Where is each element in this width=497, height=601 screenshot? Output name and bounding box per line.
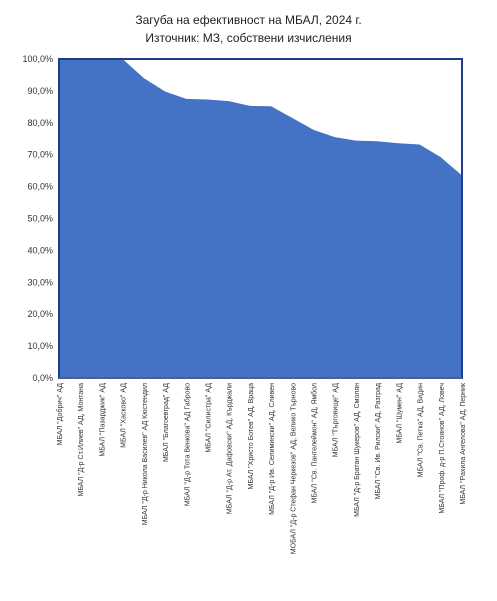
chart-subtitle: Източник: МЗ, собствени изчисления	[145, 31, 352, 45]
x-tick-label: МБАЛ "Д-р Тота Венкова" АД Габрово	[183, 383, 191, 506]
x-tick-label: МБАЛ "Д-р Никола Василев" АД Кюстендил	[142, 383, 149, 525]
y-tick-label: 70,0%	[27, 150, 53, 160]
x-tick-label: МБАЛ "Проф. д-р П.Стоянов" АД, Ловеч	[439, 383, 446, 514]
y-axis: 0,0% 10,0% 20,0% 30,0% 40,0% 50,0% 60,0% 70,0% 8…	[22, 54, 53, 383]
y-tick-label: 20,0%	[27, 309, 53, 319]
y-tick-label: 100,0%	[22, 54, 53, 64]
y-tick-label: 60,0%	[27, 182, 53, 192]
x-tick-label: МБАЛ "Хасково" АД	[121, 383, 128, 448]
area-series	[59, 59, 462, 378]
chart-title: Загуба на ефективност на МБАЛ, 2024 г.	[135, 13, 362, 27]
x-tick-label: МБАЛ "Св. Ив. Рилски" АД, Разград	[375, 383, 382, 499]
x-tick-label: МБАЛ "Търговище" АД	[333, 383, 340, 457]
x-tick-label: МОБАЛ "Д-р Стефан Черкезов" АД, Велико Т…	[290, 383, 297, 554]
x-tick-label: МБАЛ "Д-р Ст.Илиев" АД, Монтана	[78, 383, 85, 497]
x-tick-label: МБАЛ "Д-р Ив. Селимински" АД, Сливен	[269, 383, 276, 515]
y-tick-label: 90,0%	[27, 86, 53, 96]
y-tick-label: 10,0%	[27, 341, 53, 351]
x-tick-label: МБАЛ "Св. Пантелеймон" АД, Ямбол	[311, 383, 319, 503]
x-tick-label: МБАЛ "Св. Петка" АД, Видин	[418, 383, 425, 477]
y-tick-label: 40,0%	[27, 245, 53, 255]
y-tick-label: 30,0%	[27, 277, 53, 287]
x-tick-label: МБАЛ "Добрич" АД	[56, 383, 64, 446]
x-axis: МБАЛ "Добрич" АД МБАЛ "Д-р Ст.Илиев" АД, …	[56, 377, 467, 554]
x-tick-label: МБАЛ "Д-р Ат. Дафовски" АД, Кърджали	[227, 383, 234, 514]
y-tick-label: 50,0%	[27, 214, 53, 224]
plot-area	[58, 58, 463, 379]
x-tick-label: МБАЛ "Благоевград" АД	[163, 383, 170, 462]
x-tick-label: МБАЛ "Рахила Ангелова" АД, Перник	[460, 382, 467, 505]
x-tick-label: МБАЛ "Шумен" АД	[396, 383, 403, 444]
x-tick-label: МБАЛ "Силистра" АД	[205, 383, 212, 453]
x-tick-label: МБАЛ "Христо Ботев" АД, Враца	[248, 383, 255, 490]
x-tick-label: МБАЛ "Д-р Братан Шукеров" АД, Смолян	[354, 383, 361, 517]
x-tick-label: МБАЛ "Пазарджик" АД	[99, 383, 106, 457]
y-tick-label: 80,0%	[27, 118, 53, 128]
y-tick-label: 0,0%	[32, 373, 53, 383]
